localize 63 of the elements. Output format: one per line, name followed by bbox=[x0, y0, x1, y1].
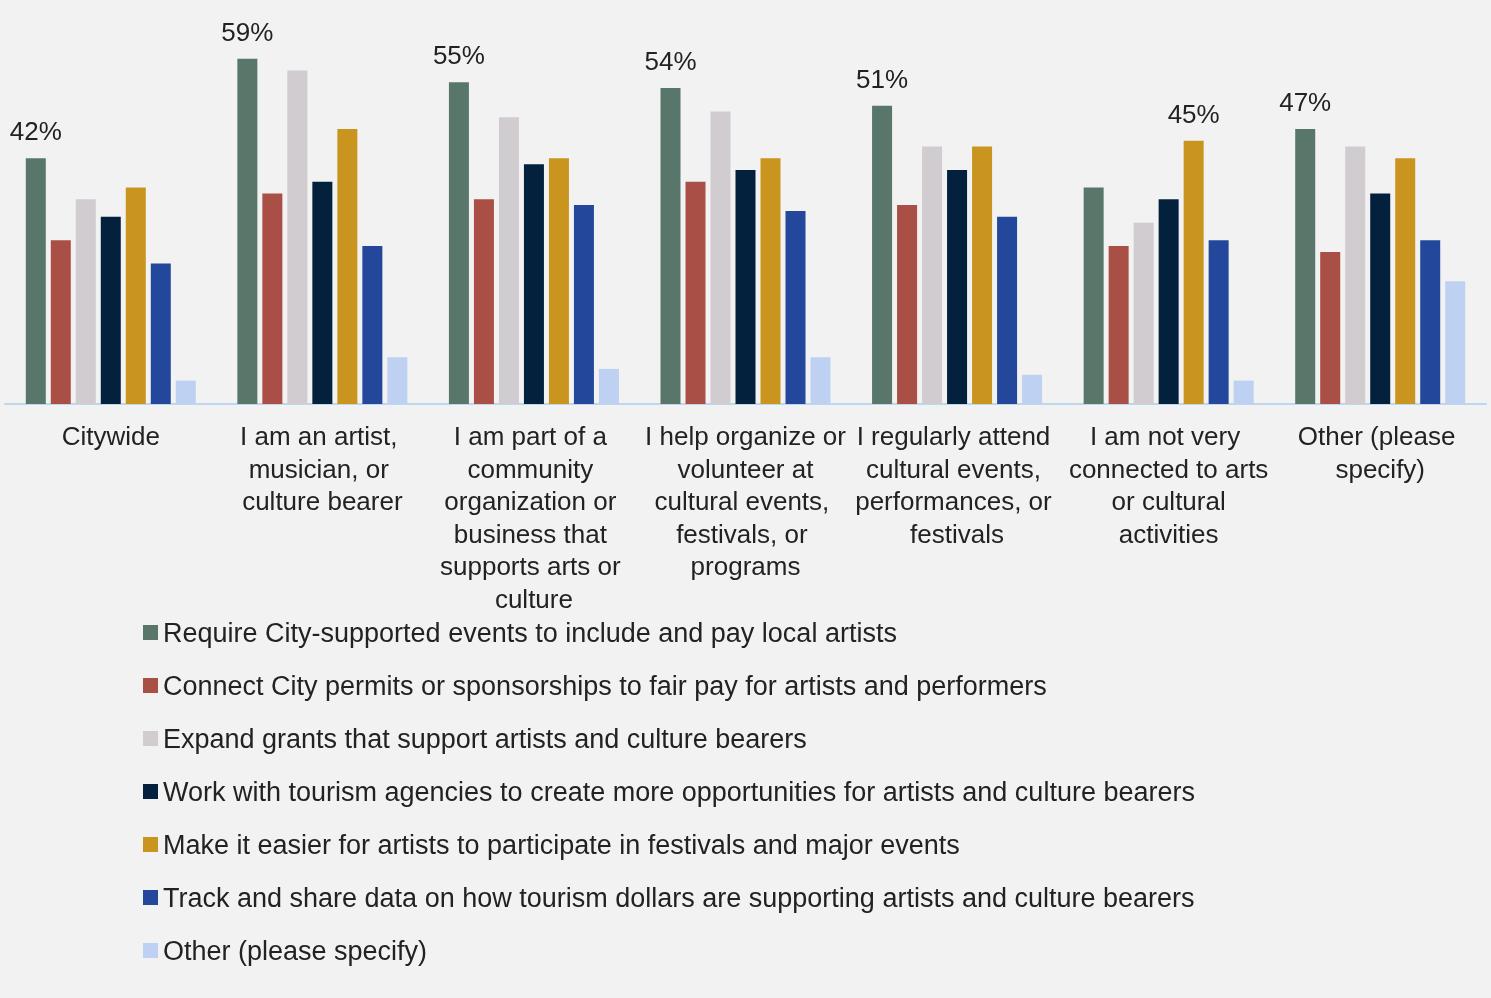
legend-label: Other (please specify) bbox=[163, 935, 428, 966]
bar bbox=[362, 246, 383, 404]
bar bbox=[1420, 240, 1441, 404]
bar bbox=[150, 263, 171, 404]
x-tick-label: Citywide bbox=[61, 421, 160, 452]
bar bbox=[1295, 129, 1316, 404]
bar bbox=[1345, 146, 1366, 404]
data-label: 54% bbox=[644, 46, 697, 77]
data-label: 45% bbox=[1167, 98, 1220, 129]
bar bbox=[1158, 199, 1179, 404]
legend-label: Work with tourism agencies to create more opportunities for artists and culture bearers bbox=[163, 776, 1195, 807]
bar bbox=[523, 164, 544, 404]
data-label: 59% bbox=[221, 16, 274, 47]
bar bbox=[473, 199, 494, 404]
bar bbox=[660, 88, 681, 404]
bar bbox=[785, 210, 806, 404]
bar bbox=[872, 105, 893, 404]
bar bbox=[1183, 140, 1204, 404]
bar bbox=[573, 205, 594, 404]
bar bbox=[710, 111, 731, 404]
x-tick-label: I regularly attend cultural events, performances, or festivals bbox=[855, 421, 1059, 549]
bar bbox=[1370, 193, 1391, 404]
data-label: 42% bbox=[9, 116, 62, 147]
x-tick-label: I help organize or volunteer at cultural events, festivals, or programs bbox=[645, 421, 847, 582]
x-tick-label: I am an artist, musician, or culture bearer bbox=[239, 421, 405, 517]
data-label: 55% bbox=[432, 40, 485, 71]
x-tick-label: Other (please specify) bbox=[1297, 421, 1463, 484]
bar bbox=[685, 181, 706, 404]
bar bbox=[287, 70, 308, 404]
bar bbox=[125, 187, 146, 404]
bar bbox=[897, 205, 918, 404]
bar bbox=[237, 58, 258, 404]
bar bbox=[997, 216, 1018, 404]
bar bbox=[1320, 251, 1341, 404]
bar bbox=[1208, 240, 1229, 404]
x-tick-label: I am not very connected to arts or cultural activities bbox=[1068, 421, 1269, 549]
bar bbox=[1083, 187, 1104, 404]
bar bbox=[1133, 222, 1154, 404]
bar bbox=[498, 117, 519, 404]
bar bbox=[75, 199, 96, 404]
data-label: 51% bbox=[856, 63, 909, 94]
legend-label: Track and share data on how tourism dollars are supporting artists and culture bearers bbox=[163, 882, 1195, 913]
bar bbox=[972, 146, 993, 404]
bar bbox=[100, 216, 121, 404]
legend-label: Expand grants that support artists and culture bearers bbox=[163, 723, 807, 754]
bar bbox=[25, 158, 46, 404]
bar bbox=[1395, 158, 1416, 404]
bar bbox=[50, 240, 71, 404]
bar bbox=[548, 158, 569, 404]
bar bbox=[1108, 246, 1129, 404]
bar bbox=[448, 82, 469, 404]
bar bbox=[312, 181, 333, 404]
x-tick-label: I am part of a community organization or business that supports arts or culture bbox=[440, 421, 628, 614]
bar bbox=[947, 170, 968, 404]
bar bbox=[337, 129, 358, 404]
bar bbox=[262, 193, 283, 404]
bar bbox=[735, 170, 756, 404]
legend-label: Require City-supported events to include and pay local artists bbox=[163, 617, 897, 648]
data-label: 47% bbox=[1279, 87, 1332, 118]
legend-label: Connect City permits or sponsorships to fair pay for artists and performers bbox=[163, 670, 1047, 701]
legend-label: Make it easier for artists to participate in festivals and major events bbox=[163, 829, 960, 860]
bar bbox=[922, 146, 943, 404]
bar bbox=[760, 158, 781, 404]
